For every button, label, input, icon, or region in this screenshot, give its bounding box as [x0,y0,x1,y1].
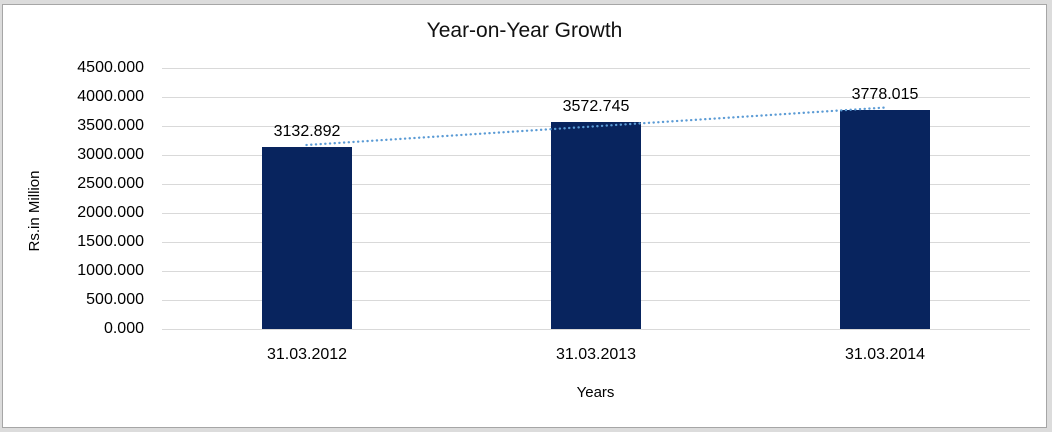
gridline [162,68,1030,69]
bar [262,147,352,329]
y-tick-label: 0.000 [103,320,144,337]
category-label: 31.03.2013 [555,346,637,363]
y-tick-label: 2000.000 [77,204,144,221]
trendline [305,106,886,147]
bar-value-label: 3778.015 [851,86,919,103]
gridline [162,329,1030,330]
y-tick-label: 4000.000 [77,88,144,105]
bar-value-label: 3132.892 [273,123,341,140]
y-tick-label: 1500.000 [77,233,144,250]
chart-title: Year-on-Year Growth [426,19,623,42]
chart-frame: Year-on-Year Growth Rs.in Million Years … [2,4,1047,428]
gridline [162,97,1030,98]
bar [551,122,641,329]
y-tick-label: 4500.000 [77,59,144,76]
y-tick-label: 3500.000 [77,117,144,134]
trendline-path [305,106,886,147]
y-tick-label: 3000.000 [77,146,144,163]
category-label: 31.03.2014 [844,346,926,363]
bar [840,110,930,329]
y-tick-label: 500.000 [86,291,144,308]
y-tick-label: 1000.000 [77,262,144,279]
x-axis-title: Years [576,384,615,401]
bar-value-label: 3572.745 [562,98,630,115]
category-label: 31.03.2012 [266,346,348,363]
y-tick-label: 2500.000 [77,175,144,192]
